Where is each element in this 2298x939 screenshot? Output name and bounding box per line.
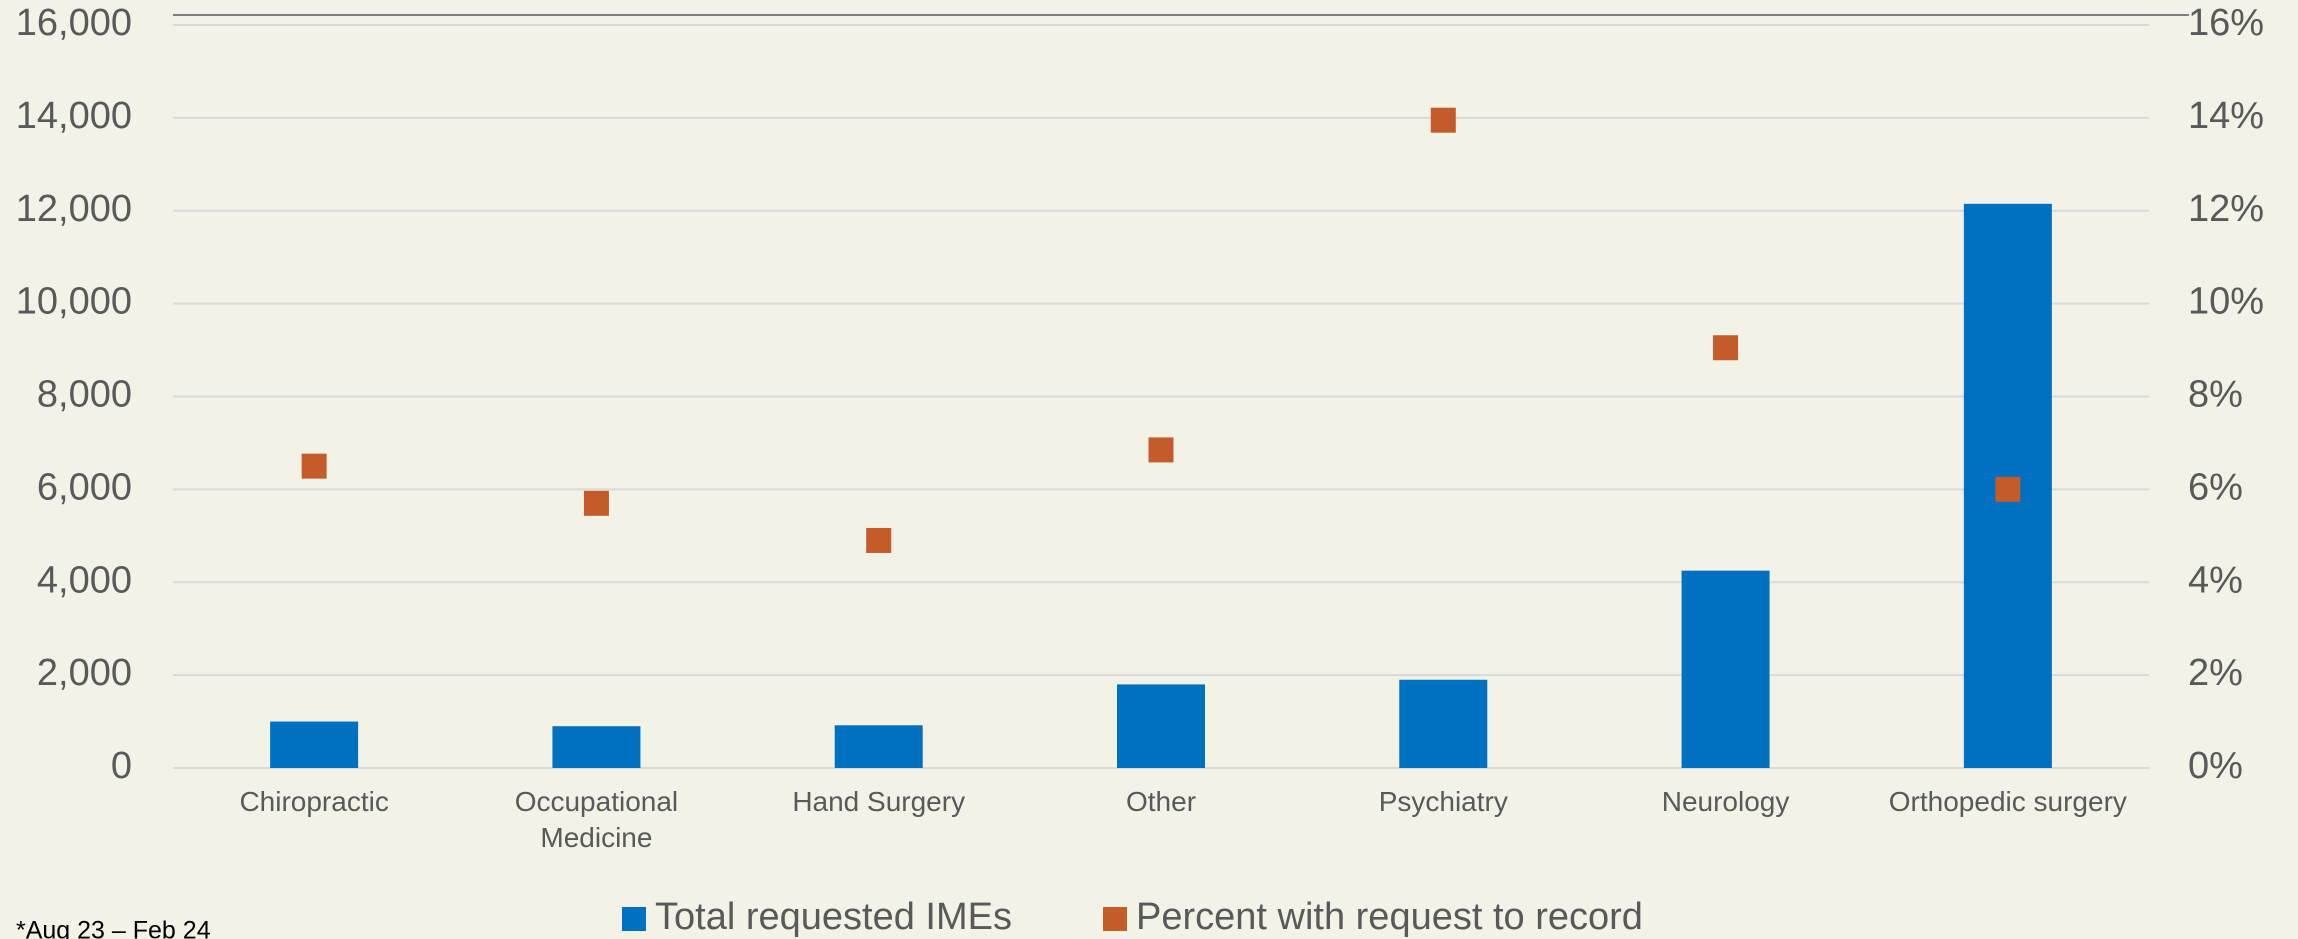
x-tick-label-box: Other bbox=[1125, 786, 1197, 817]
bar bbox=[1399, 679, 1488, 768]
legend-label: Total requested IMEs bbox=[655, 896, 1012, 938]
bar bbox=[1681, 570, 1770, 768]
x-tick-label-box: Psychiatry bbox=[1378, 786, 1508, 817]
bar bbox=[552, 726, 641, 768]
y-tick-label: 16,000 bbox=[16, 2, 132, 44]
marker bbox=[866, 527, 892, 553]
legend-swatch bbox=[1103, 907, 1127, 931]
bar bbox=[1117, 684, 1205, 768]
x-tick-label: Orthopedic surgery bbox=[1888, 786, 2127, 817]
x-tick-label: Psychiatry bbox=[1378, 786, 1508, 817]
marker bbox=[1995, 476, 2021, 502]
y2-tick-label: 2% bbox=[2188, 652, 2243, 694]
marker bbox=[1148, 437, 1174, 463]
y2-tick-label: 10% bbox=[2188, 281, 2264, 323]
y2-tick-label: 6% bbox=[2188, 466, 2243, 508]
bar bbox=[270, 721, 359, 768]
y-tick-label: 6,000 bbox=[37, 466, 132, 508]
footnote: *Aug 23 – Feb 24 bbox=[16, 917, 211, 939]
y2-tick-label: 12% bbox=[2188, 188, 2264, 230]
y2-tick-label: 14% bbox=[2188, 95, 2264, 137]
y-tick-label: 4,000 bbox=[37, 559, 132, 601]
y-tick-label: 12,000 bbox=[16, 188, 132, 230]
marker bbox=[1713, 335, 1739, 361]
legend-label: Percent with request to record bbox=[1136, 896, 1643, 938]
x-tick-label-box: Neurology bbox=[1661, 786, 1790, 817]
y-tick-label: 14,000 bbox=[16, 95, 132, 137]
y2-tick-label: 4% bbox=[2188, 559, 2243, 601]
y2-tick-label: 16% bbox=[2188, 2, 2264, 44]
x-tick-label: Occupational Medicine bbox=[514, 786, 679, 853]
y-tick-label: 2,000 bbox=[37, 652, 132, 694]
y-tick-label: 10,000 bbox=[16, 281, 132, 323]
x-tick-label: Other bbox=[1125, 786, 1197, 817]
marker bbox=[583, 490, 609, 516]
bar bbox=[834, 725, 923, 768]
x-tick-label-box: Hand Surgery bbox=[792, 786, 966, 817]
x-tick-label-box: Occupational Medicine bbox=[514, 786, 679, 853]
x-tick-label: Chiropractic bbox=[239, 786, 389, 817]
y2-tick-label: 0% bbox=[2188, 745, 2243, 787]
x-tick-label: Hand Surgery bbox=[792, 786, 966, 817]
legend-swatch bbox=[622, 907, 646, 931]
x-tick-label-box: Orthopedic surgery bbox=[1888, 786, 2127, 817]
y2-tick-label: 8% bbox=[2188, 374, 2243, 416]
x-tick-label-box: Chiropractic bbox=[239, 786, 389, 817]
y-tick-label: 0 bbox=[111, 745, 132, 787]
y-tick-label: 8,000 bbox=[37, 374, 132, 416]
x-tick-label: Neurology bbox=[1661, 786, 1790, 817]
marker bbox=[301, 453, 327, 479]
marker bbox=[1430, 107, 1456, 133]
